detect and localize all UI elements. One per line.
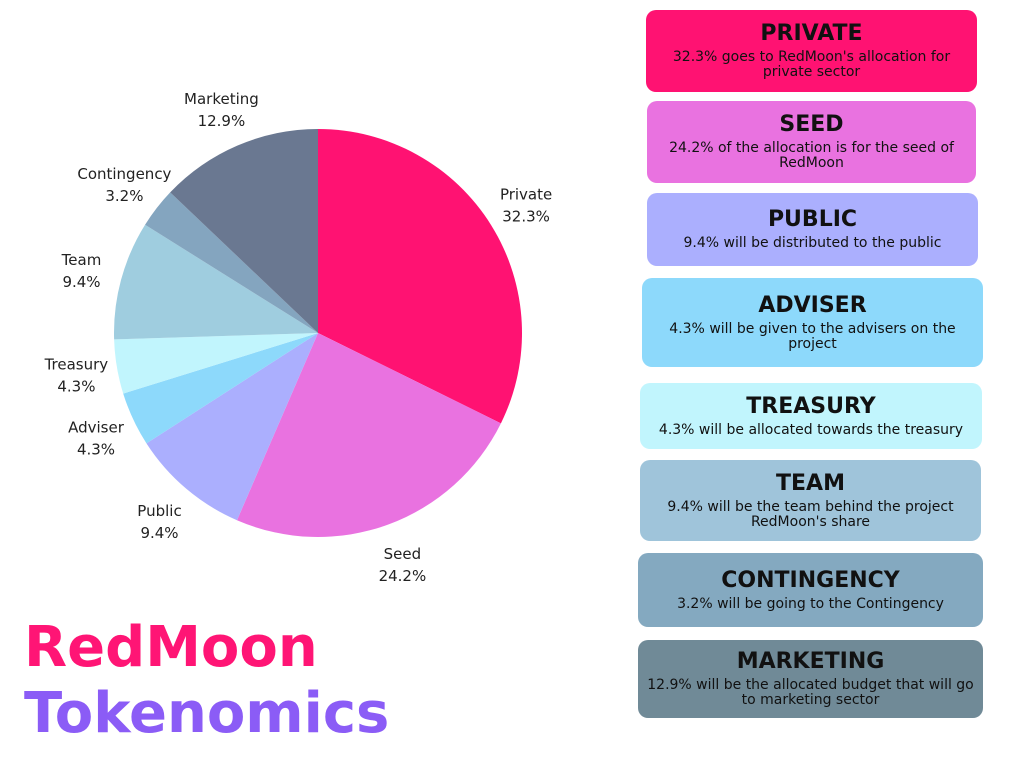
card-title: PRIVATE [760,21,863,47]
card-description: 12.9% will be the allocated budget that … [647,677,974,709]
pie-slice-public [146,333,318,521]
card-treasury: TREASURY 4.3% will be allocated towards … [640,383,982,449]
card-description: 32.3% goes to RedMoon's allocation for p… [672,49,951,81]
card-title: CONTINGENCY [721,567,900,593]
pie-label-team: Team 9.4% [61,251,102,291]
pie-slice-private [318,129,522,424]
title-redmoon: RedMoon [24,615,318,680]
pie-slice-team [113,224,318,340]
card-description: 4.3% will be allocated towards the treas… [658,421,964,438]
card-contingency: CONTINGENCY 3.2% will be going to the Co… [638,553,983,627]
card-title: TEAM [776,470,845,496]
card-description: 9.4% will be the team behind the project… [667,498,954,530]
pie-label-marketing: Marketing 12.9% [184,90,259,130]
pie-slice-contingency [145,192,318,333]
pie-slice-marketing [170,129,318,333]
card-title: PUBLIC [767,207,858,233]
card-title: TREASURY [746,393,876,419]
card-description: 4.3% will be given to the advisers on th… [669,320,956,352]
card-adviser: ADVISER 4.3% will be given to the advise… [642,278,983,367]
pie-label-adviser: Adviser 4.3% [68,419,125,459]
card-title: ADVISER [758,292,867,318]
title-tokenomics: Tokenomics [24,681,390,746]
pie-label-treasury: Treasury 4.3% [44,356,109,396]
card-description: 3.2% will be going to the Contingency [677,595,944,612]
pie-slice-treasury [114,333,318,394]
pie-slice-seed [236,333,501,537]
pie-label-seed: Seed 24.2% [379,545,427,585]
card-seed: SEED 24.2% of the allocation is for the … [647,101,976,183]
card-marketing: MARKETING 12.9% will be the allocated bu… [638,640,983,718]
card-title: SEED [779,112,844,138]
card-description: 9.4% will be distributed to the public [683,235,942,252]
card-description: 24.2% of the allocation is for the seed … [669,140,954,172]
card-team: TEAM 9.4% will be the team behind the pr… [640,460,981,541]
pie-label-contingency: Contingency 3.2% [77,165,171,205]
card-private: PRIVATE 32.3% goes to RedMoon's allocati… [646,10,977,92]
pie-label-private: Private 32.3% [500,186,552,226]
card-public: PUBLIC 9.4% will be distributed to the p… [647,193,978,266]
card-title: MARKETING [736,649,885,675]
pie-slice-adviser [123,333,319,444]
pie-label-public: Public 9.4% [137,502,181,542]
